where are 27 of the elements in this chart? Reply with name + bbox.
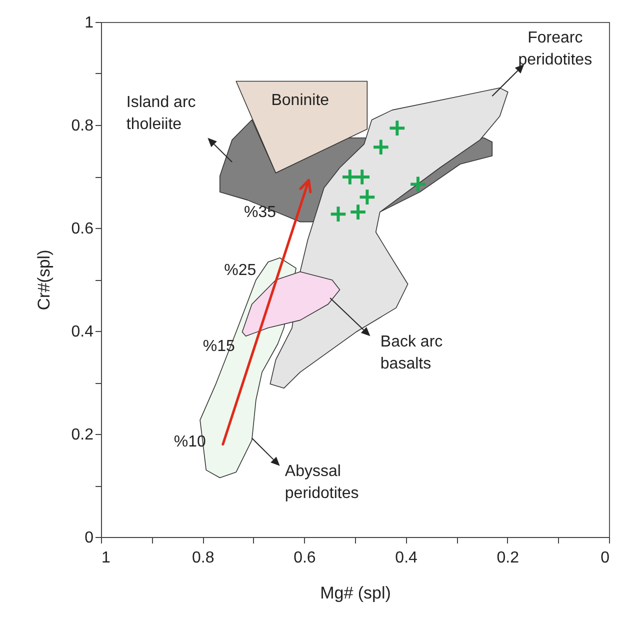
text: Back arc basalts [380,334,443,373]
y-axis-title: Cr#(spl) [34,250,54,310]
text: Island arc tholeiite [126,94,196,134]
point [409,175,427,194]
y-tick-label: 0.4 [71,324,94,340]
series-label: Forearc peridotites [518,30,592,69]
y-tick-label: 0.8 [71,118,94,134]
point [372,138,390,156]
text: Abyssal peridotites [284,462,359,502]
y-tick-label: 0 [84,530,94,546]
x-tick-label: 1 [102,550,110,566]
y-tick-label: 0.6 [71,220,94,238]
y-tick-label: 0.2 [71,426,94,444]
series-label: Boninite [271,92,330,109]
x-axis-title: Mg# (spl) [320,584,391,602]
x-tick-label: 0.8 [192,550,214,566]
x-tick-label: 0.2 [496,550,520,566]
annotation: %35 [244,204,276,222]
x-tick-label: 0.4 [395,550,418,566]
point [349,203,367,221]
x-tick-label: 0.6 [294,550,316,566]
point [329,205,348,224]
x-tick-label: 0 [600,550,610,566]
annotation: %25 [224,262,256,279]
y-tick-label: 1 [84,14,94,32]
point [358,188,376,206]
point [388,119,406,138]
